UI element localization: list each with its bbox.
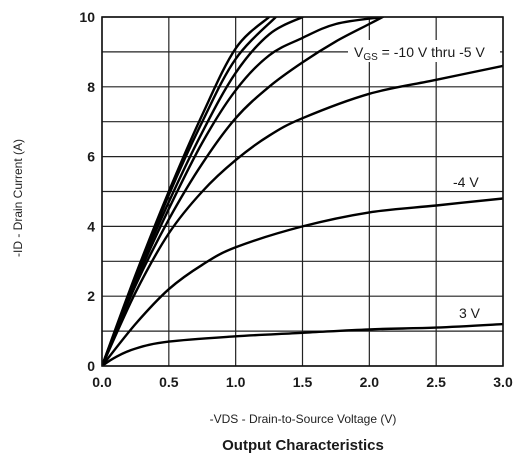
vgs-label-bg [348,40,500,62]
series-line [102,322,503,366]
chart-title: Output Characteristics [222,437,384,454]
curve-4v-label: -4 V [453,174,479,190]
y-tick-label: 2 [87,288,95,304]
annotations: VGS = -10 V thru -5 V -4 V 3 V [348,40,500,321]
y-tick-label: 10 [79,9,95,25]
series-lines [102,17,503,366]
y-tick-label: 0 [87,358,95,374]
vgs-range-label: VGS = -10 V thru -5 V [354,44,485,63]
curve-3v-label-bg [456,303,492,321]
x-tick-label: 0.0 [92,374,112,390]
y-tick-label: 6 [87,149,95,165]
x-tick-label: 0.5 [159,374,179,390]
series-line [102,17,304,366]
series-line [102,64,503,366]
grid-lines [101,16,504,367]
axes: 0.0 0.5 1.0 1.5 2.0 2.5 3.0 0 2 4 6 8 10 [79,9,513,390]
series-line [102,17,384,366]
x-tick-label: 1.5 [293,374,313,390]
curve-3v-label: 3 V [459,305,481,321]
plot-frame [101,16,504,367]
x-tick-label: 2.0 [360,374,380,390]
x-axis-label: -VDS - Drain-to-Source Voltage (V) [210,412,397,426]
x-tick-label: 1.0 [226,374,246,390]
x-tick-label: 3.0 [493,374,513,390]
series-line [102,17,384,366]
x-tick-label: 2.5 [426,374,446,390]
y-axis-label: -ID - Drain Current (A) [11,139,25,257]
series-line [102,197,503,366]
y-tick-label: 8 [87,79,95,95]
curve-4v-label-bg [450,171,490,191]
y-tick-label: 4 [87,218,95,234]
